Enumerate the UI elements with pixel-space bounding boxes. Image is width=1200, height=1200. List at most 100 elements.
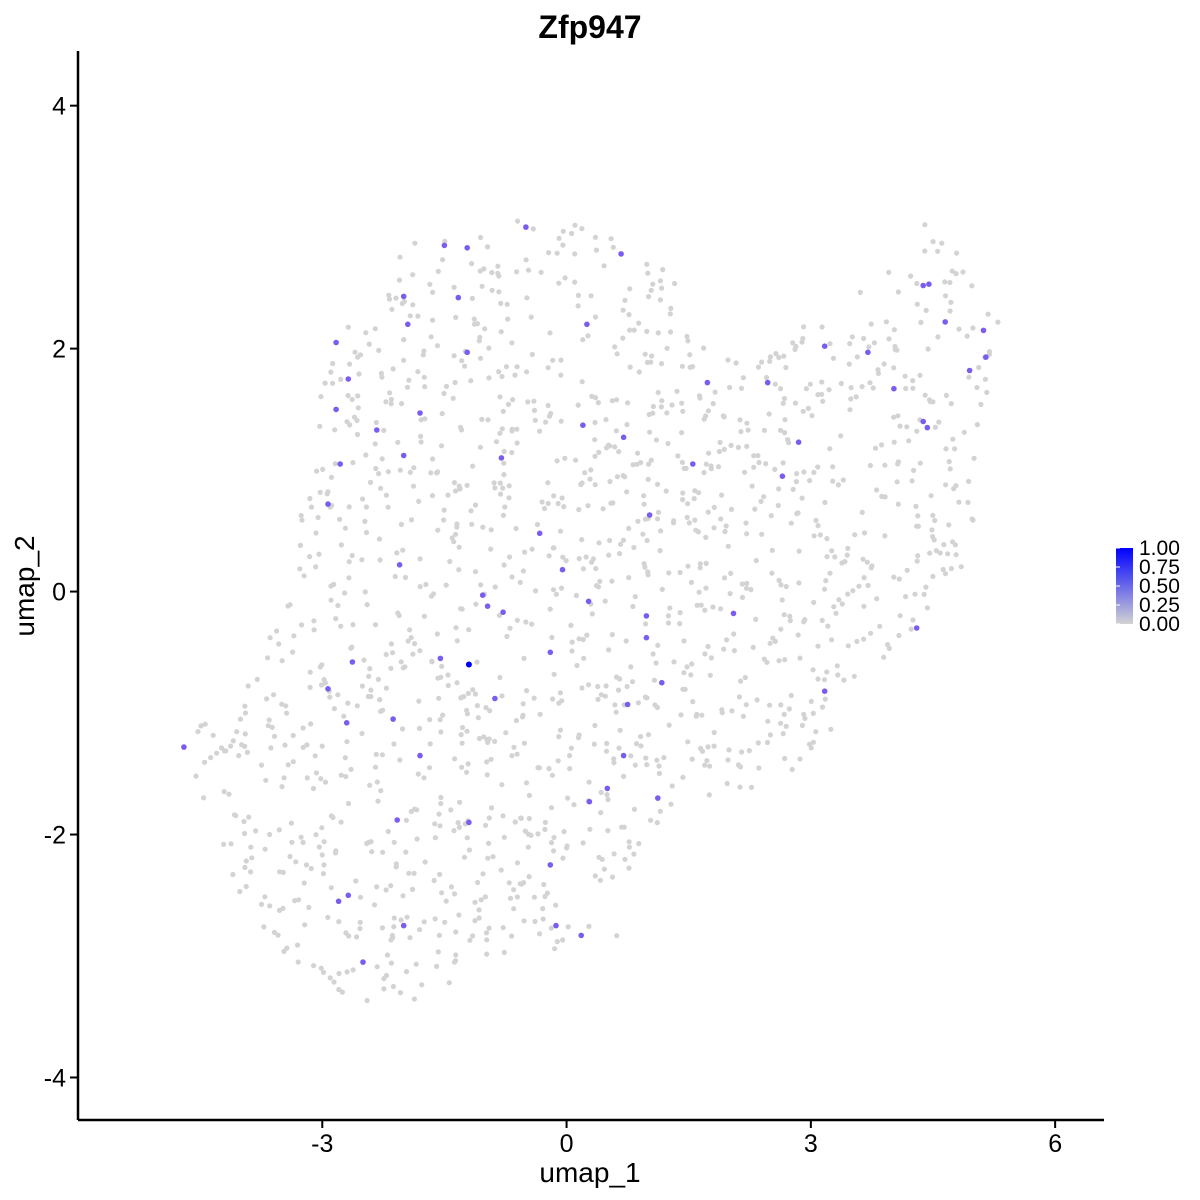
cell-point [542, 826, 548, 833]
cell-point [509, 449, 515, 456]
cell-point [547, 330, 553, 336]
cell-point [680, 497, 686, 503]
cell-point [835, 672, 841, 678]
cell-point [409, 886, 416, 893]
cell-point [480, 871, 486, 877]
cell-point [716, 448, 723, 455]
cell-point [874, 487, 880, 493]
cell-point [580, 566, 587, 572]
cell-point [385, 504, 391, 510]
cell-point [551, 848, 557, 854]
cell-point [654, 820, 660, 826]
cell-point [588, 467, 594, 473]
cell-point [372, 326, 378, 332]
cell-point [646, 411, 652, 418]
cell-point [609, 874, 616, 880]
cell-point [724, 780, 730, 787]
cell-point [761, 494, 767, 500]
cell-point [396, 277, 403, 283]
cell-point [711, 504, 717, 510]
cell-point [333, 616, 339, 622]
cell-point [903, 594, 909, 600]
cell-point [555, 500, 561, 507]
cell-point [953, 271, 959, 277]
cell-point [572, 251, 578, 257]
cell-point [476, 735, 482, 742]
cell-point [537, 428, 543, 434]
cell-point [509, 340, 515, 346]
cell-point [384, 952, 391, 958]
cell-point [705, 744, 711, 750]
cell-point [359, 730, 365, 737]
cell-point [293, 859, 299, 865]
cell-point [311, 618, 317, 624]
cell-point [789, 766, 795, 773]
cell-point [542, 893, 548, 900]
cell-point [470, 933, 476, 939]
cell-point [706, 792, 712, 798]
cell-point [618, 541, 624, 547]
cell-point [561, 829, 567, 835]
cell-point [567, 766, 573, 772]
cell-point [429, 493, 436, 499]
cell-point [945, 551, 951, 557]
expressing-cell-point [618, 251, 624, 257]
cell-point [376, 471, 382, 477]
cell-point [557, 690, 564, 696]
cell-point [579, 537, 585, 543]
cell-point [338, 623, 344, 629]
cell-point [362, 518, 368, 525]
cell-point [940, 566, 946, 573]
cell-point [276, 641, 282, 647]
cell-point [737, 784, 743, 790]
cell-point [632, 594, 638, 600]
cell-point [626, 312, 632, 318]
cell-point [506, 483, 512, 489]
cell-point [308, 504, 315, 510]
cell-point [458, 732, 464, 738]
cell-point [403, 849, 409, 855]
cell-point [360, 496, 366, 502]
cell-point [404, 914, 410, 920]
cell-point [367, 479, 374, 485]
cell-point [969, 283, 975, 289]
cell-point [586, 779, 592, 785]
cell-point [440, 257, 446, 263]
cell-point [383, 887, 389, 893]
cell-point [241, 830, 248, 837]
cell-point [331, 581, 337, 588]
cell-point [321, 839, 327, 845]
cell-point [237, 716, 244, 722]
cell-point [824, 669, 830, 675]
cell-point [502, 504, 508, 510]
cell-point [602, 598, 608, 604]
cell-point [538, 269, 544, 275]
cell-point [324, 491, 330, 497]
cell-point [580, 636, 586, 643]
cell-point [906, 438, 912, 444]
expressing-cell-point [523, 224, 529, 230]
cell-point [742, 674, 748, 681]
cell-point [815, 676, 821, 682]
cell-point [307, 495, 313, 502]
cell-point [805, 405, 812, 411]
cell-point [932, 517, 938, 524]
cell-point [316, 844, 322, 850]
cell-point [748, 784, 755, 791]
cell-point [586, 923, 592, 930]
cell-point [587, 476, 593, 482]
cell-point [304, 775, 310, 781]
cell-point [279, 701, 285, 707]
expressing-cell-point [690, 461, 696, 467]
y-tick-label: 4 [52, 93, 66, 121]
cell-point [819, 324, 825, 330]
colorbar [1116, 548, 1133, 624]
expressing-cell-point [643, 634, 650, 641]
cell-point [472, 691, 478, 697]
cell-point [436, 932, 442, 939]
cell-point [448, 884, 455, 890]
cell-point [354, 703, 360, 709]
cell-point [400, 547, 406, 553]
cell-point [201, 795, 207, 801]
cell-point [275, 932, 281, 938]
